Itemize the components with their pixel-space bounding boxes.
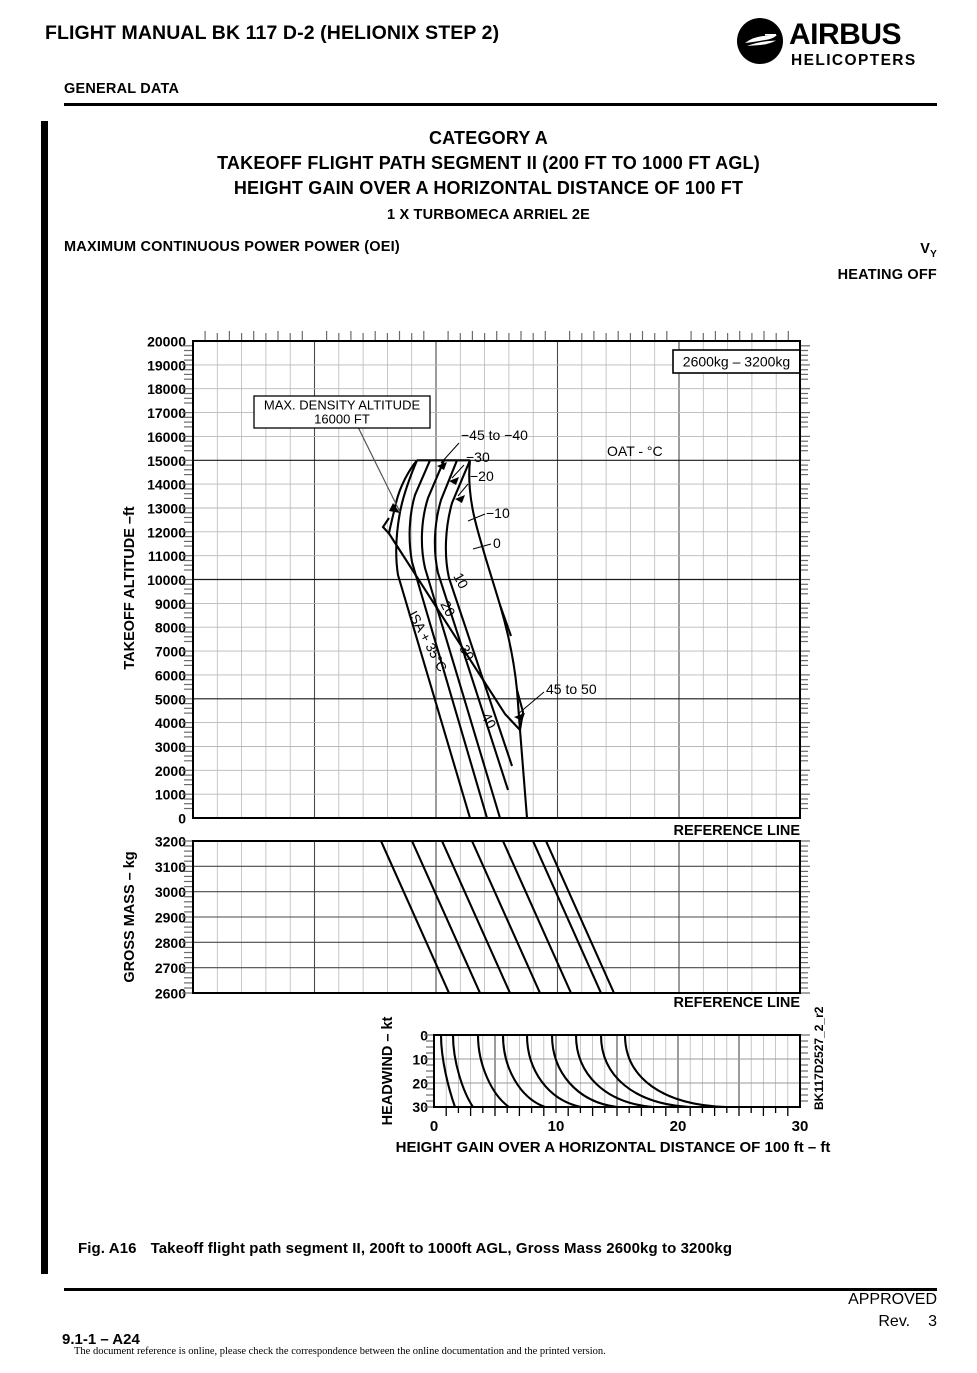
svg-text:2900: 2900 — [155, 910, 186, 926]
figure-title-block: CATEGORY A TAKEOFF FLIGHT PATH SEGMENT I… — [0, 126, 977, 228]
svg-text:16000: 16000 — [147, 429, 186, 445]
vy-label: V — [920, 241, 931, 257]
svg-text:30: 30 — [792, 1118, 809, 1135]
airbus-logo-mark-icon — [737, 18, 783, 64]
callout-line-2: 16000 FT — [314, 412, 370, 427]
svg-text:5000: 5000 — [155, 691, 186, 707]
oat-curve-family — [381, 459, 529, 818]
revision-info: Rev. 3 — [878, 1313, 937, 1331]
figure-number: Fig. A16 — [78, 1240, 137, 1257]
svg-text:45 to 50: 45 to 50 — [546, 681, 597, 697]
online-reference-note: The document reference is online, please… — [74, 1346, 606, 1357]
svg-text:0: 0 — [178, 811, 186, 827]
svg-text:1000: 1000 — [155, 787, 186, 803]
svg-text:30: 30 — [412, 1099, 428, 1115]
headwind-curve-family — [439, 1035, 727, 1107]
reference-line-label-2: REFERENCE LINE — [674, 995, 801, 1011]
panel-headwind: 0 10 20 30 — [380, 1016, 830, 1156]
title-line-2: TAKEOFF FLIGHT PATH SEGMENT II (200 FT T… — [217, 153, 760, 173]
svg-text:3200: 3200 — [155, 834, 186, 850]
svg-text:0: 0 — [430, 1118, 438, 1135]
svg-text:6000: 6000 — [155, 667, 186, 683]
svg-text:2800: 2800 — [155, 935, 186, 951]
reference-line-label-1: REFERENCE LINE — [674, 823, 801, 839]
oat-value-labels: −45 to −40 −30 −20 −10 0 10 20 30 40 45 … — [437, 427, 597, 731]
svg-text:12000: 12000 — [147, 524, 186, 540]
airbus-helicopters-logo: AIRBUS HELICOPTERS — [737, 16, 937, 78]
svg-text:0: 0 — [493, 535, 501, 551]
svg-text:−45 to −40: −45 to −40 — [461, 427, 528, 443]
mass-range-badge: 2600kg – 3200kg — [672, 349, 801, 374]
svg-text:3000: 3000 — [155, 739, 186, 755]
svg-text:2000: 2000 — [155, 763, 186, 779]
takeoff-altitude-axis-title: TAKEOFF ALTITUDE –ft — [122, 506, 138, 669]
svg-text:20: 20 — [437, 598, 459, 619]
svg-text:−20: −20 — [470, 468, 494, 484]
page-number: 9.1-1 – A24 — [62, 1331, 140, 1348]
svg-text:13000: 13000 — [147, 501, 186, 517]
manual-title: FLIGHT MANUAL BK 117 D-2 (HELIONIX STEP … — [45, 22, 500, 44]
svg-text:20: 20 — [670, 1118, 687, 1135]
power-condition-label: MAXIMUM CONTINUOUS POWER POWER (OEI) — [64, 239, 400, 255]
svg-text:10: 10 — [450, 570, 472, 591]
figure-caption-text: Takeoff flight path segment II, 200ft to… — [150, 1240, 733, 1257]
callout-line-1: MAX. DENSITY ALTITUDE — [264, 398, 421, 413]
svg-text:3100: 3100 — [155, 859, 186, 875]
gross-mass-axis-title: GROSS MASS – kg — [122, 851, 138, 982]
title-line-4: 1 X TURBOMECA ARRIEL 2E — [386, 207, 591, 223]
footer-divider — [64, 1288, 937, 1291]
svg-text:9000: 9000 — [155, 596, 186, 612]
svg-text:20: 20 — [412, 1076, 428, 1092]
svg-text:2600: 2600 — [155, 986, 186, 1002]
revision-label: Rev. — [878, 1313, 911, 1330]
panel-gross-mass: 3200 3100 3000 2900 2800 2700 2600 — [122, 834, 810, 1002]
svg-text:0: 0 — [420, 1028, 428, 1044]
svg-text:2700: 2700 — [155, 960, 186, 976]
svg-text:17000: 17000 — [147, 405, 186, 421]
oat-axis-caption: OAT - °C — [607, 443, 663, 459]
svg-text:4000: 4000 — [155, 715, 186, 731]
revision-value: 3 — [928, 1313, 937, 1330]
logo-brand-text: AIRBUS — [789, 18, 902, 51]
title-line-1: CATEGORY A — [428, 128, 548, 148]
svg-text:8000: 8000 — [155, 620, 186, 636]
gross-mass-guide-lines — [380, 841, 615, 993]
svg-text:7000: 7000 — [155, 644, 186, 660]
height-gain-axis-title: HEIGHT GAIN OVER A HORIZONTAL DISTANCE O… — [396, 1139, 831, 1156]
svg-text:10000: 10000 — [147, 572, 186, 588]
svg-text:19000: 19000 — [147, 357, 186, 373]
mass-badge-text: 2600kg – 3200kg — [683, 354, 790, 370]
heating-label: HEATING OFF — [837, 266, 937, 283]
revision-change-bar — [41, 121, 48, 1274]
svg-text:15000: 15000 — [147, 453, 186, 469]
svg-text:30: 30 — [456, 642, 478, 663]
header-divider — [64, 103, 937, 106]
svg-text:14000: 14000 — [147, 477, 186, 493]
svg-text:10: 10 — [412, 1052, 428, 1068]
max-density-altitude-callout: MAX. DENSITY ALTITUDE 16000 FT — [253, 395, 431, 429]
svg-text:10: 10 — [548, 1118, 565, 1135]
max-density-altitude-leader — [354, 420, 401, 513]
figure-caption: Fig. A16 Takeoff flight path segment II, … — [78, 1240, 732, 1257]
headwind-axis-title: HEADWIND – kt — [380, 1016, 396, 1125]
svg-text:−10: −10 — [486, 505, 510, 521]
approval-status: APPROVED — [848, 1291, 937, 1308]
speed-condition-label: VY HEATING OFF — [838, 239, 937, 286]
section-label: GENERAL DATA — [64, 81, 180, 97]
svg-text:−30: −30 — [466, 449, 490, 465]
logo-sub-text: HELICOPTERS — [791, 52, 917, 69]
svg-text:18000: 18000 — [147, 381, 186, 397]
vy-subscript: Y — [930, 248, 937, 260]
svg-text:40: 40 — [478, 710, 500, 731]
svg-text:11000: 11000 — [148, 548, 186, 564]
svg-text:20000: 20000 — [147, 334, 186, 350]
svg-text:3000: 3000 — [155, 884, 186, 900]
isa-label: ISA + 35°C — [405, 608, 450, 674]
drawing-reference-code: BK117D2527_2_r2 — [812, 1006, 826, 1110]
title-line-3: HEIGHT GAIN OVER A HORIZONTAL DISTANCE O… — [233, 178, 744, 198]
